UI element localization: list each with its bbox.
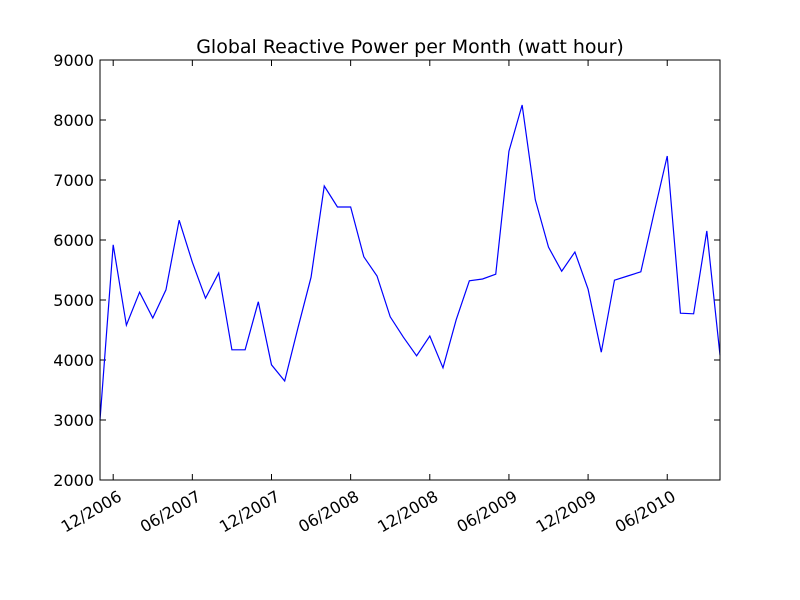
y-tick-label: 5000 xyxy=(53,291,94,310)
y-tick-label: 4000 xyxy=(53,351,94,370)
y-tick-label: 2000 xyxy=(53,471,94,490)
data-line xyxy=(99,104,721,421)
chart-title: Global Reactive Power per Month (watt ho… xyxy=(196,36,624,58)
y-tick-label: 3000 xyxy=(53,411,94,430)
plot-frame xyxy=(99,59,721,481)
y-tick-label: 7000 xyxy=(53,171,94,190)
y-tick-label: 8000 xyxy=(53,111,94,130)
y-tick-label: 6000 xyxy=(53,231,94,250)
y-tick-label: 9000 xyxy=(53,51,94,70)
